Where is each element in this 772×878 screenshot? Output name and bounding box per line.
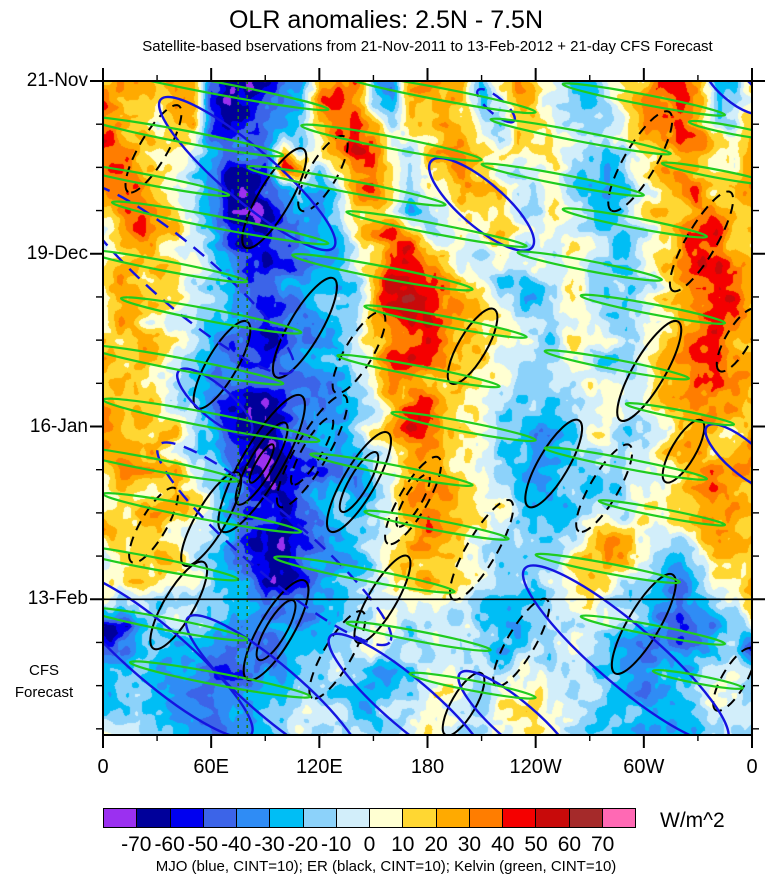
cfs-forecast-label: CFS Forecast xyxy=(0,660,88,704)
colorbar-tick-40: 40 xyxy=(491,833,515,856)
colorbar-cell-5 xyxy=(270,808,304,828)
colorbar-cell-10 xyxy=(436,808,470,828)
x-tick-label-0: 0 xyxy=(746,756,758,778)
colorbar xyxy=(103,808,636,828)
colorbar-cell-15 xyxy=(602,808,636,828)
colorbar-tick-20: 20 xyxy=(424,833,448,856)
colorbar-tick--30: -30 xyxy=(254,833,285,856)
colorbar-unit-label: W/m^2 xyxy=(660,809,725,832)
colorbar-cell-0 xyxy=(103,808,138,828)
cfs-label-line2: Forecast xyxy=(14,684,74,701)
colorbar-cell-2 xyxy=(170,808,204,828)
colorbar-cell-12 xyxy=(503,808,537,828)
colorbar-cell-7 xyxy=(336,808,370,828)
colorbar-tick--20: -20 xyxy=(287,833,319,856)
colorbar-tick-10: 10 xyxy=(391,833,415,856)
x-tick-label-60W: 60W xyxy=(623,756,665,778)
heatmap-canvas xyxy=(103,81,752,735)
colorbar-cell-3 xyxy=(203,808,237,828)
cfs-label-line1: CFS xyxy=(29,662,59,679)
page-title: OLR anomalies: 2.5N - 7.5N xyxy=(228,6,544,34)
x-tick-label-120E: 120E xyxy=(295,756,343,778)
colorbar-cell-9 xyxy=(403,808,437,828)
colorbar-tick-30: 30 xyxy=(457,833,482,856)
colorbar-tick--70: -70 xyxy=(121,833,152,856)
contour-legend: MJO (blue, CINT=10); ER (black, CINT=10)… xyxy=(155,858,617,875)
colorbar-cell-1 xyxy=(137,808,171,828)
colorbar-tick--40: -40 xyxy=(221,833,252,856)
colorbar-cell-4 xyxy=(237,808,271,828)
colorbar-tick-50: 50 xyxy=(524,833,548,856)
colorbar-tick-0: 0 xyxy=(363,833,376,856)
colorbar-tick--60: -60 xyxy=(154,833,185,856)
y-tick-label-16-Jan: 16-Jan xyxy=(29,415,88,437)
x-tick-label-180: 180 xyxy=(410,756,445,778)
colorbar-tick--10: -10 xyxy=(321,833,352,856)
x-tick-label-0: 0 xyxy=(97,756,109,778)
y-tick-label-13-Feb: 13-Feb xyxy=(27,588,88,610)
colorbar-cell-13 xyxy=(536,808,570,828)
y-tick-label-19-Dec: 19-Dec xyxy=(26,242,88,264)
colorbar-tick-60: 60 xyxy=(557,833,582,856)
x-tick-label-120W: 120W xyxy=(509,756,562,778)
plot-subtitle: Satellite-based bservations from 21-Nov-… xyxy=(142,38,713,55)
colorbar-tick--50: -50 xyxy=(187,833,219,856)
y-tick-label-21-Nov: 21-Nov xyxy=(26,70,88,91)
colorbar-cell-11 xyxy=(469,808,503,828)
colorbar-tick-70: 70 xyxy=(591,833,615,856)
colorbar-cell-6 xyxy=(303,808,337,828)
colorbar-cell-14 xyxy=(569,808,603,828)
colorbar-cell-8 xyxy=(370,808,404,828)
x-tick-label-60E: 60E xyxy=(193,756,229,778)
